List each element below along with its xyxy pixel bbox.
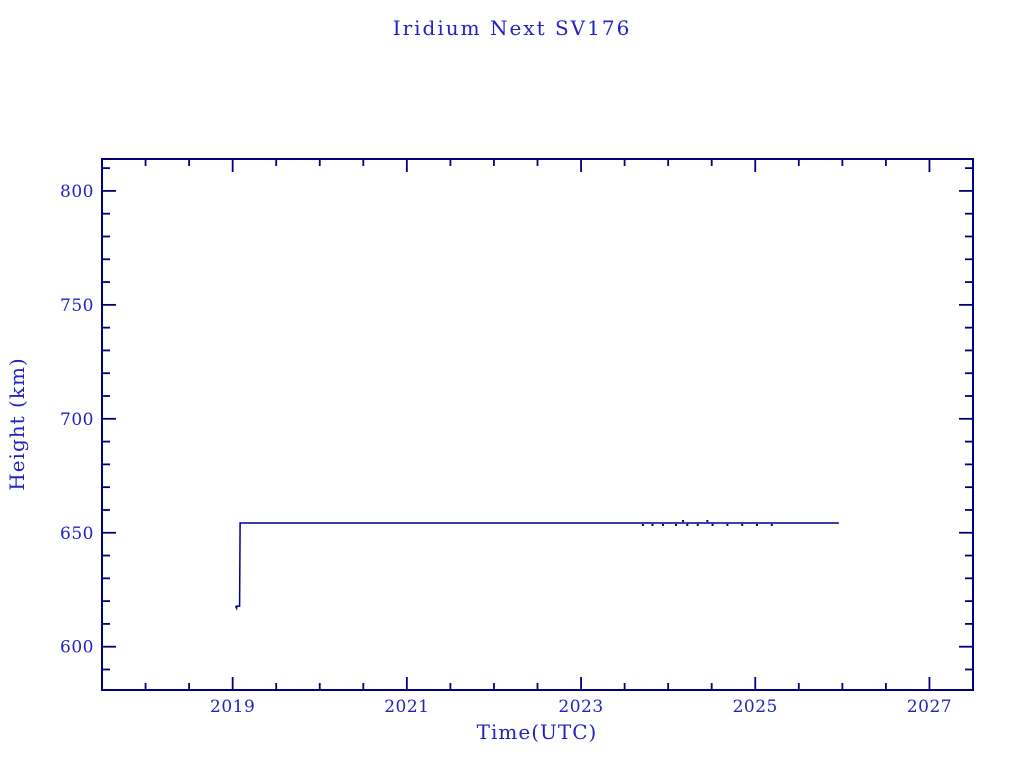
maneuver-mark [726,523,729,526]
maneuver-mark [686,523,689,526]
maneuver-mark [681,519,684,522]
chart-title: Iridium Next SV176 [392,16,632,40]
maneuver-mark [755,523,758,526]
axis-frame [101,158,974,691]
maneuver-marks [641,519,773,526]
maneuver-mark [661,523,664,526]
maneuver-mark [696,523,699,526]
y-tick-label: 700 [60,410,94,430]
x-tick-label: 2027 [907,697,952,717]
y-tick-label: 800 [60,182,94,202]
maneuver-mark [674,523,677,526]
x-tick-label: 2025 [733,697,778,717]
maneuver-mark [711,523,714,526]
x-tick-label: 2023 [558,697,603,717]
maneuver-mark [651,523,654,526]
x-axis-title: Time(UTC) [476,720,598,744]
y-tick-label: 650 [60,524,94,544]
x-tick-label: 2019 [210,697,255,717]
maneuver-mark [741,523,744,526]
maneuver-mark [706,519,709,522]
axis-ticks [101,159,974,690]
maneuver-mark [641,523,644,526]
series-line-orbit-height [234,522,839,611]
y-tick-label: 600 [60,638,94,658]
tick-labels: 2019 2021 2023 2025 2027 600 650 700 750 800 [60,182,952,717]
y-tick-label: 750 [60,296,94,316]
maneuver-mark [770,523,773,526]
x-tick-label: 2021 [384,697,429,717]
